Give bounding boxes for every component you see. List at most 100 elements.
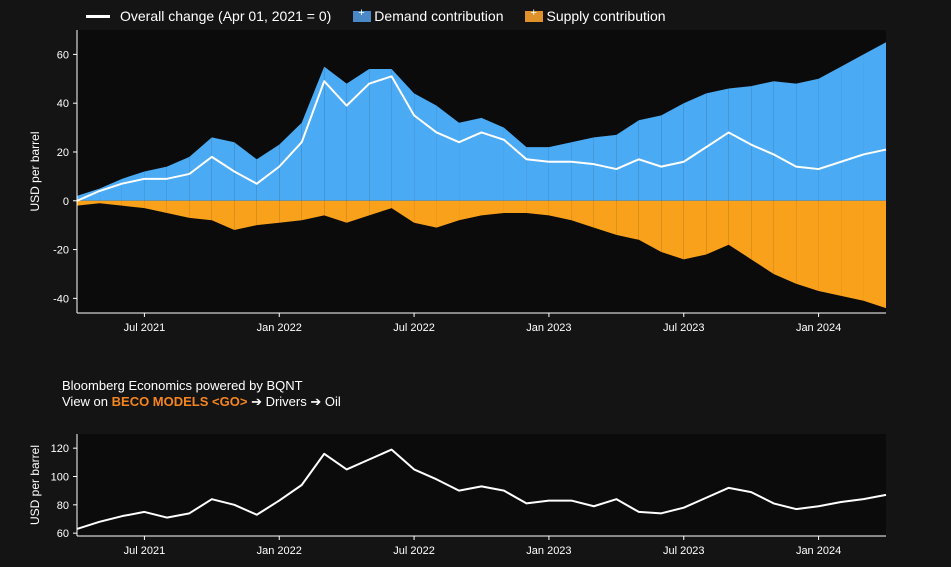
supply-area-segment xyxy=(369,200,392,216)
demand-area-segment xyxy=(279,122,302,201)
legend-item-demand: Demand contribution xyxy=(353,7,504,24)
supply-area-segment xyxy=(256,200,280,226)
top-panel-x-tick-label: Jan 2024 xyxy=(796,322,841,334)
source-note: Bloomberg Economics powered by BQNT View… xyxy=(62,378,341,410)
supply-area-segment xyxy=(616,200,639,240)
demand-area-segment xyxy=(526,147,549,201)
supply-area-segment xyxy=(346,200,370,223)
legend-demand-label: Demand contribution xyxy=(374,8,504,24)
supply-area-segment xyxy=(99,200,122,206)
supply-area-segment xyxy=(391,200,415,223)
oil-price-line xyxy=(76,448,887,530)
supply-area-segment xyxy=(166,200,190,218)
demand-area-segment xyxy=(548,142,572,201)
top-panel-x-tick-label: Jul 2022 xyxy=(393,322,435,334)
legend-supply-label: Supply contribution xyxy=(546,8,666,24)
legend-overall-label: Overall change (Apr 01, 2021 = 0) xyxy=(120,8,332,24)
demand-area-segment xyxy=(661,103,684,201)
demand-area-segment xyxy=(638,115,662,201)
supply-area-segment xyxy=(481,200,504,216)
top-panel-y-tick-label: 60 xyxy=(57,49,69,61)
demand-area-segment xyxy=(616,120,639,201)
supply-area-segment xyxy=(189,200,212,221)
demand-area-segment xyxy=(99,178,122,201)
chart-legend: Overall change (Apr 01, 2021 = 0) Demand… xyxy=(86,6,688,26)
view-on-suffix: ➔ Drivers ➔ Oil xyxy=(247,394,341,409)
demand-area-segment xyxy=(459,117,482,201)
supply-area-segment xyxy=(683,200,707,260)
supply-area-segment xyxy=(841,200,864,301)
top-panel-y-tick-label: -20 xyxy=(53,245,69,257)
supply-area-segment xyxy=(459,200,482,221)
supply-area-segment xyxy=(324,200,347,223)
supply-area-segment xyxy=(526,200,549,216)
demand-area-segment xyxy=(796,78,819,201)
supply-area-segment xyxy=(728,200,752,260)
top-panel-x-tick-label: Jan 2023 xyxy=(526,322,571,334)
top-panel-x-tick-label: Jan 2022 xyxy=(257,322,302,334)
demand-area-segment xyxy=(841,54,864,201)
demand-area-segment xyxy=(391,69,415,201)
supply-area-segment xyxy=(279,200,302,223)
demand-area-segment xyxy=(301,66,325,201)
supply-swatch-icon xyxy=(525,7,544,22)
demand-area-segment xyxy=(121,171,145,201)
demand-area-segment xyxy=(751,81,774,201)
view-on-prefix: View on xyxy=(62,394,112,409)
demand-area-segment xyxy=(234,142,257,201)
top-panel-y-tick-label: -40 xyxy=(53,293,69,305)
top-panel-x-tick-label: Jul 2021 xyxy=(124,322,166,334)
demand-area-segment xyxy=(256,144,280,201)
beco-models-link[interactable]: BECO MODELS <GO> xyxy=(111,394,248,409)
legend-item-supply: Supply contribution xyxy=(525,7,666,24)
top-panel-demand-series xyxy=(77,42,886,201)
supply-area-segment xyxy=(548,200,572,221)
supply-area-segment xyxy=(414,200,437,228)
supply-area-segment xyxy=(638,200,662,253)
bottom-panel-y-tick-label: 120 xyxy=(51,443,69,455)
supply-area-segment xyxy=(593,200,617,235)
bottom-panel-x-tick-label: Jul 2023 xyxy=(663,545,705,557)
demand-area-segment xyxy=(324,66,347,201)
supply-area-segment xyxy=(211,200,235,231)
supply-area-segment xyxy=(773,200,797,284)
supply-area-segment xyxy=(706,200,729,255)
supply-area-segment xyxy=(301,200,325,221)
demand-area-segment xyxy=(369,69,392,201)
bottom-panel-x-tick-label: Jul 2022 xyxy=(393,545,435,557)
overall-change-line xyxy=(76,75,887,202)
top-panel-y-axis-label: USD per barrel xyxy=(28,131,42,211)
supply-area-segment xyxy=(436,200,460,228)
supply-area-segment xyxy=(234,200,257,231)
supply-area-segment xyxy=(144,200,167,213)
demand-area-segment xyxy=(593,134,617,201)
supply-area-segment xyxy=(863,200,886,309)
top-panel-supply-series xyxy=(77,200,886,309)
top-panel-y-tick-label: 40 xyxy=(57,98,69,110)
bottom-panel-y-axis-label: USD per barrel xyxy=(28,445,42,525)
demand-area-segment xyxy=(818,66,842,201)
demand-area-segment xyxy=(144,166,167,201)
bottom-panel-x-tick-label: Jan 2022 xyxy=(257,545,302,557)
supply-area-segment xyxy=(503,200,527,213)
overall-line-swatch xyxy=(86,14,110,18)
bottom-panel-x-tick-label: Jan 2023 xyxy=(526,545,571,557)
legend-item-overall: Overall change (Apr 01, 2021 = 0) xyxy=(86,8,331,24)
demand-area-segment xyxy=(863,42,886,201)
demand-area-segment xyxy=(189,137,212,201)
supply-area-segment xyxy=(818,200,842,296)
bottom-panel-x-tick-label: Jan 2024 xyxy=(796,545,841,557)
supply-area-segment xyxy=(796,200,819,292)
demand-area-segment xyxy=(481,117,504,201)
demand-area-segment xyxy=(414,93,437,201)
demand-area-segment xyxy=(211,137,235,201)
demand-area-segment xyxy=(571,137,594,201)
demand-area-segment xyxy=(728,86,752,201)
supply-area-segment xyxy=(121,200,145,209)
supply-area-segment xyxy=(77,200,100,206)
bottom-panel-y-tick-label: 100 xyxy=(51,472,69,484)
demand-swatch-icon xyxy=(353,7,372,22)
bottom-panel-plot-area xyxy=(77,434,886,536)
top-panel-x-tick-label: Jul 2023 xyxy=(663,322,705,334)
